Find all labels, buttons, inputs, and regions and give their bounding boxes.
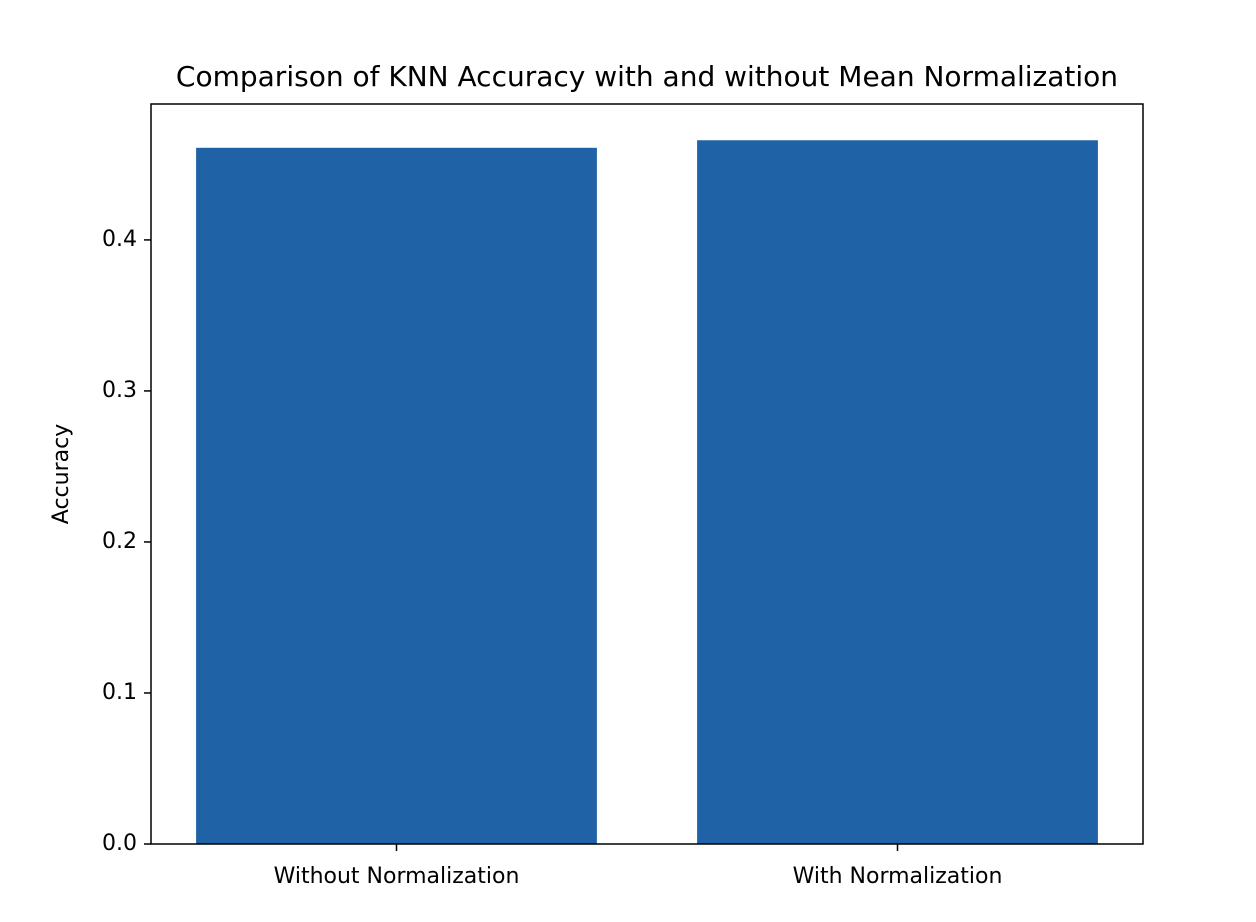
- y-tick-label: 0.2: [102, 529, 137, 554]
- plot-frame: [150, 103, 1144, 845]
- chart-title: Comparison of KNN Accuracy with and with…: [176, 60, 1118, 93]
- x-tick-label: Without Normalization: [274, 864, 520, 889]
- y-tick-label: 0.4: [102, 227, 137, 252]
- y-tick-label: 0.1: [102, 680, 137, 705]
- x-tick-label: With Normalization: [793, 864, 1003, 889]
- y-tick-label: 0.0: [102, 831, 137, 856]
- y-axis-label: Accuracy: [49, 424, 74, 524]
- bar: [196, 147, 597, 845]
- y-tick-label: 0.3: [102, 378, 137, 403]
- bar: [697, 140, 1098, 845]
